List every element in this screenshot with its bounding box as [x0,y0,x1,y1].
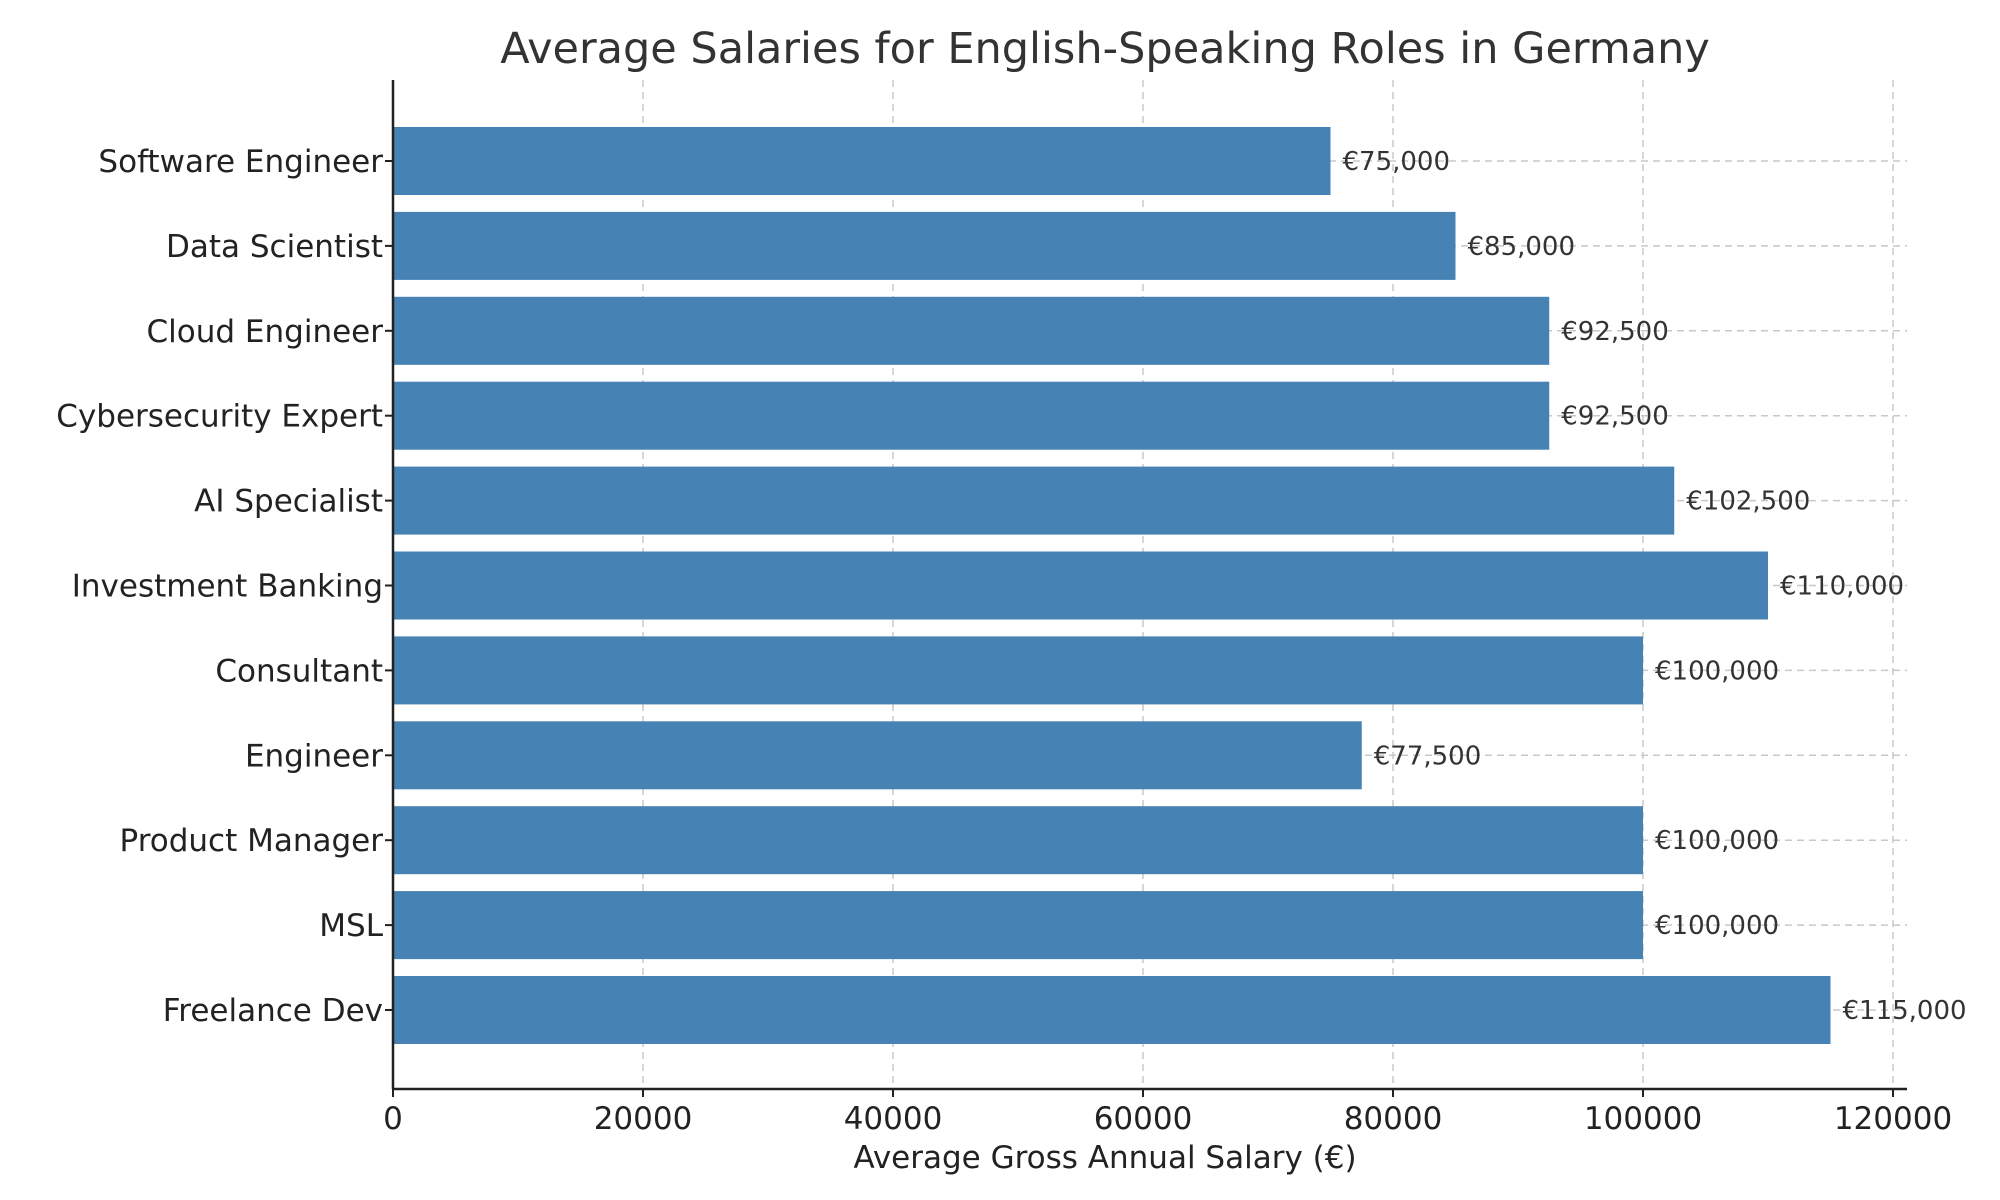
y-tick-label: AI Specialist [194,484,383,520]
bar [393,636,1643,705]
y-tick-label: Engineer [245,738,383,774]
x-tick-label: 100000 [1584,1101,1702,1137]
bar-value-label: €100,000 [1655,911,1779,941]
y-tick-label: Data Scientist [166,229,383,265]
bar [393,551,1768,620]
bar [393,466,1675,535]
bar-value-label: €75,000 [1343,147,1451,177]
bar-value-label: €77,500 [1374,741,1482,771]
bar-value-label: €85,000 [1468,232,1576,262]
bars [393,127,1831,1044]
bar [393,211,1456,280]
category-labels: Software Engineer Data Scientist Cloud Eng… [56,144,393,1029]
bar-value-label: €92,500 [1561,317,1669,347]
value-labels: €75,000 €85,000 €92,500 €92,500 €102,500 €110… [1343,147,1967,1026]
y-tick-label: Freelance Dev [163,993,383,1029]
bar [393,721,1362,790]
bar [393,381,1550,450]
x-axis-label: Average Gross Annual Salary (€) [853,1140,1356,1176]
chart-title: Average Salaries for English-Speaking Ro… [500,24,1710,74]
bar-value-label: €92,500 [1561,402,1669,432]
bar [393,976,1831,1044]
bar [393,806,1643,875]
y-tick-label: Cloud Engineer [147,314,384,350]
bar-value-label: €100,000 [1655,656,1779,686]
x-tick-label: 40000 [844,1101,943,1137]
x-tick-label: 120000 [1834,1101,1952,1137]
x-tick-label: 60000 [1094,1101,1193,1137]
y-tick-label: Product Manager [120,823,384,859]
y-tick-label: Software Engineer [98,144,383,180]
bar-value-label: €102,500 [1686,487,1810,517]
bar [393,127,1331,195]
bar-value-label: €115,000 [1843,996,1967,1026]
bar [393,891,1643,960]
bar-value-label: €110,000 [1780,572,1904,602]
bar [393,296,1550,365]
x-tick-label: 80000 [1344,1101,1443,1137]
x-tick-label: 0 [383,1101,403,1137]
y-tick-label: Cybersecurity Expert [56,399,383,435]
bar-value-label: €100,000 [1655,826,1779,856]
x-tick-label: 20000 [594,1101,693,1137]
y-tick-label: Investment Banking [72,569,383,605]
x-axis-ticks: 0 20000 40000 60000 80000 100000 120000 [383,1089,1952,1137]
y-tick-label: MSL [319,908,383,944]
y-tick-label: Consultant [215,653,383,689]
